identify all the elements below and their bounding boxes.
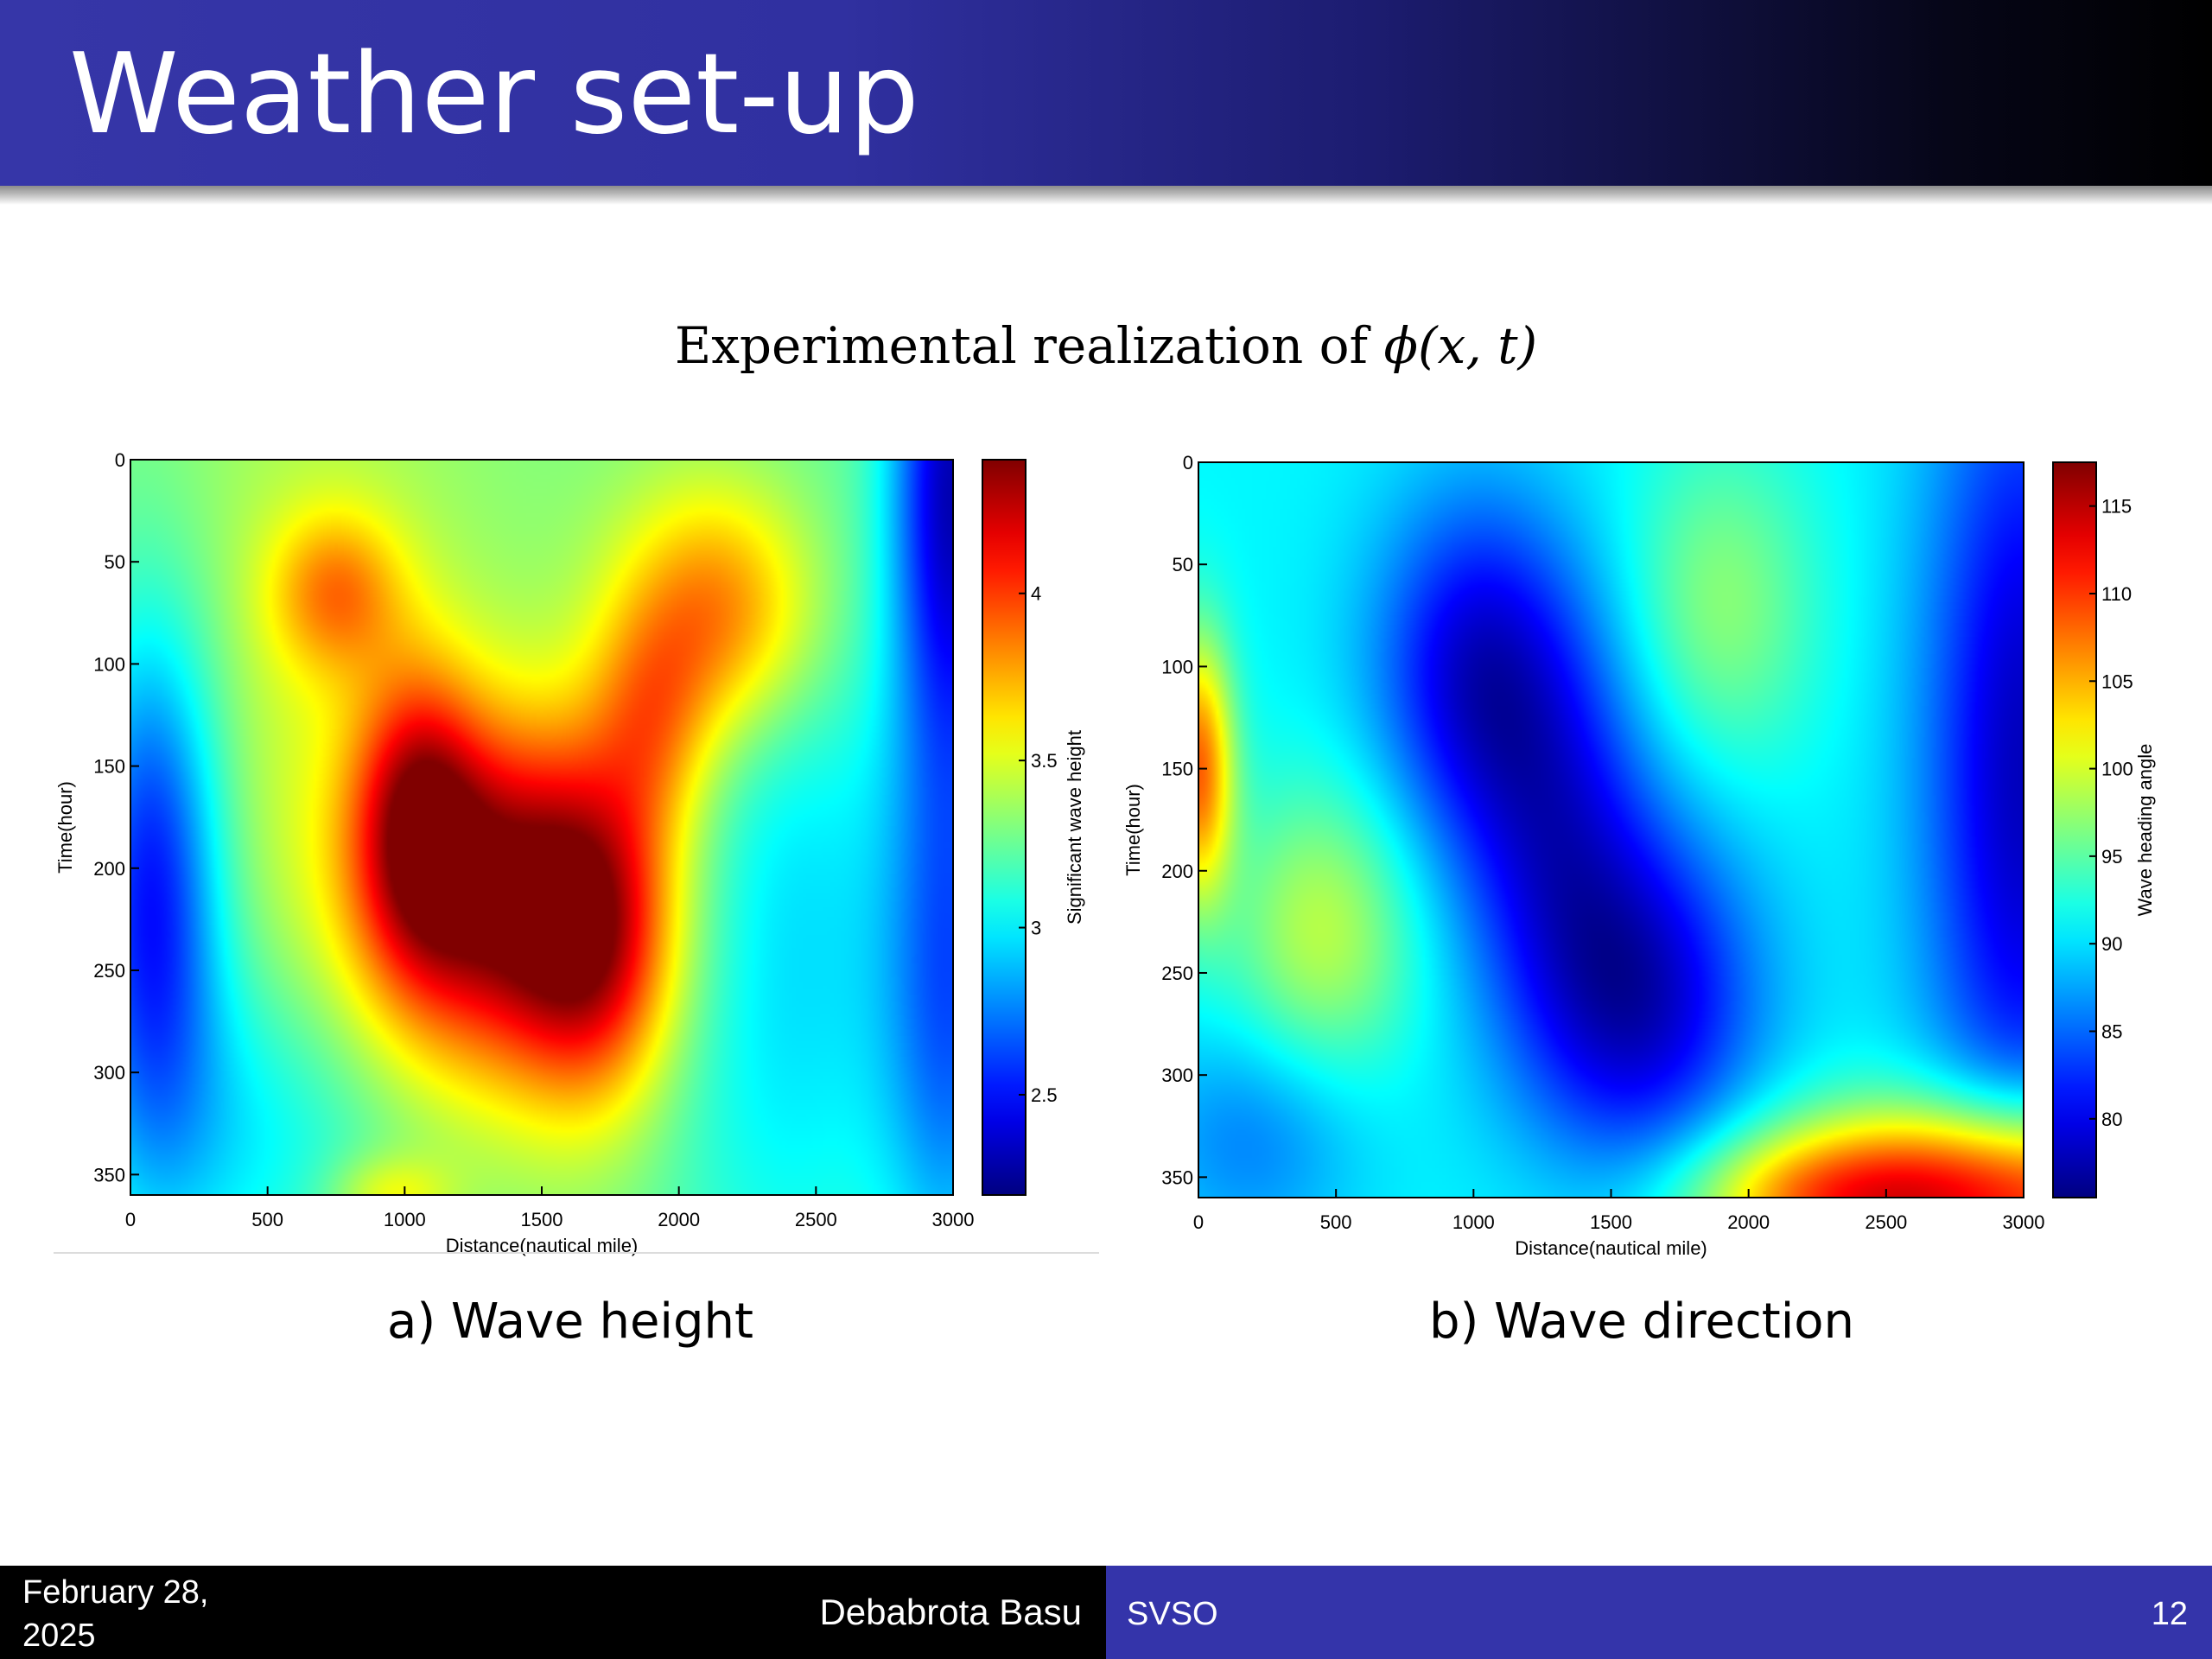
y-tick-label: 300 (1161, 1065, 1193, 1086)
y-tick-label: 250 (1161, 963, 1193, 984)
x-tick-label: 2500 (1865, 1211, 1907, 1233)
x-tick-label: 2000 (1727, 1211, 1770, 1233)
y-tick-label: 350 (1161, 1166, 1193, 1188)
x-tick-label: 1500 (1590, 1211, 1632, 1233)
y-tick-label: 250 (93, 960, 125, 982)
x-tick-label: 0 (1193, 1211, 1204, 1233)
y-tick-label: 350 (93, 1164, 125, 1185)
slide-subtitle: Experimental realization of ϕ(x, t) (0, 311, 2212, 380)
footer-left-bar (0, 1566, 1106, 1659)
footer-page-number: 12 (2151, 1596, 2188, 1632)
heatmap-surface-wave-height (130, 460, 953, 1195)
y-tick-label: 150 (1161, 759, 1193, 780)
x-tick-label: 2000 (658, 1209, 700, 1230)
colorbar-tick-label: 105 (2101, 671, 2133, 692)
colorbar-tick-label: 95 (2101, 846, 2122, 868)
colorbar-tick-label: 90 (2101, 933, 2122, 955)
x-tick-label: 0 (125, 1209, 136, 1230)
colorbar-tick-label: 110 (2101, 583, 2132, 605)
colorbar-tick-label: 3 (1031, 918, 1041, 939)
x-tick-label: 1000 (384, 1209, 426, 1230)
x-tick-label: 500 (251, 1209, 283, 1230)
y-tick-label: 300 (93, 1062, 125, 1084)
x-tick-label: 1500 (521, 1209, 563, 1230)
y-tick-label: 100 (1161, 656, 1193, 677)
y-tick-label: 200 (1161, 861, 1193, 882)
x-tick-label: 3000 (932, 1209, 975, 1230)
subtitle-text: Experimental realization of (674, 316, 1384, 375)
caption-wave-height: a) Wave height (387, 1294, 753, 1350)
x-tick-label: 500 (1320, 1211, 1352, 1233)
title-bar-shadow (0, 186, 2212, 205)
colorbar-label: Wave heading angle (2134, 744, 2156, 917)
y-tick-label: 50 (105, 551, 125, 573)
colorbar-tick-label: 115 (2101, 496, 2132, 518)
footer-right-bar (1106, 1566, 2212, 1659)
colorbar-tick-label: 3.5 (1031, 750, 1058, 772)
footer-date: February 28, 2025 (22, 1574, 209, 1654)
title-bar (0, 0, 2212, 186)
colorbar-tick-label: 85 (2101, 1021, 2122, 1043)
x-axis-label: Distance(nautical mile) (1515, 1237, 1707, 1259)
y-tick-label: 0 (1183, 452, 1193, 474)
subtitle-formula: ϕ(x, t) (1383, 316, 1538, 375)
colorbar-wave-direction (2052, 461, 2097, 1198)
colorbar-wave-height (982, 459, 1027, 1196)
y-tick-label: 50 (1173, 554, 1193, 575)
colorbar-tick-label: 80 (2101, 1109, 2122, 1130)
colorbar-tick-label: 4 (1031, 583, 1041, 605)
x-tick-label: 1000 (1452, 1211, 1495, 1233)
colorbar-tick-label: 2.5 (1031, 1084, 1058, 1106)
y-axis-label: Time(hour) (1122, 784, 1144, 876)
y-tick-label: 150 (93, 756, 125, 778)
caption-wave-direction: b) Wave direction (1428, 1294, 1855, 1350)
y-tick-label: 100 (93, 653, 125, 675)
x-tick-label: 3000 (2003, 1211, 2045, 1233)
colorbar-label: Significant wave height (1064, 730, 1085, 925)
y-axis-label: Time(hour) (54, 781, 76, 874)
colorbar-tick-label: 100 (2101, 759, 2133, 780)
x-tick-label: 2500 (795, 1209, 837, 1230)
footer-author: Debabrota Basu (819, 1592, 1082, 1632)
footer-event: SVSO (1127, 1596, 1218, 1632)
y-tick-label: 200 (93, 858, 125, 880)
slide-title: Weather set-up (69, 30, 919, 159)
y-tick-label: 0 (115, 449, 125, 471)
heatmap-surface-wave-direction (1198, 462, 2024, 1198)
